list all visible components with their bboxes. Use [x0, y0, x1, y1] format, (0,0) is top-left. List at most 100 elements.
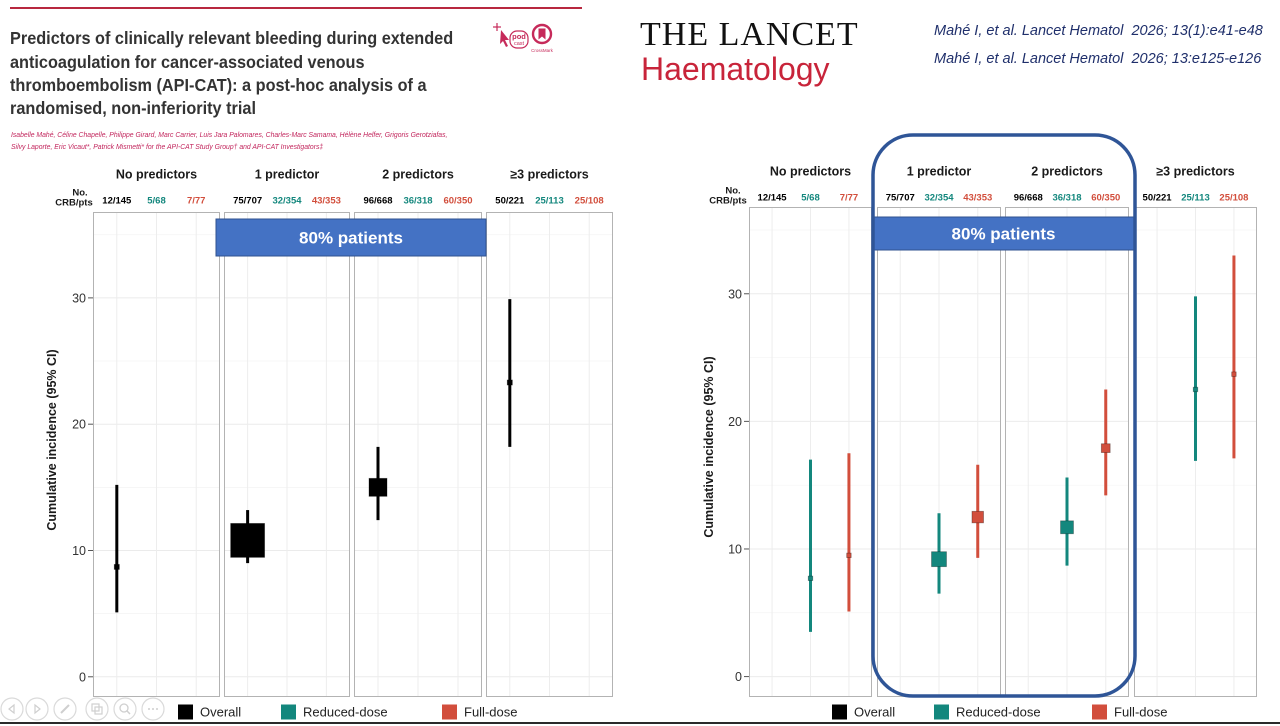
dose-incidence-chart: No predictors 12/145 5/68 7/77 1 predictor 75… [702, 133, 1257, 720]
point-estimate [1100, 443, 1111, 453]
previous-slide-button[interactable] [0, 697, 24, 721]
legend-item: Reduced-dose [934, 704, 1041, 720]
legend-label: Full-dose [1114, 705, 1167, 720]
panel-label: No predictors [116, 168, 197, 182]
zoom-button[interactable] [113, 697, 137, 721]
title-line: thromboembolism (API-CAT): a post-hoc an… [10, 75, 427, 95]
legend-swatch [178, 704, 193, 720]
count-label: 75/707 [886, 193, 915, 204]
panel-label: 2 predictors [382, 168, 454, 182]
legend-item: Overall [832, 704, 895, 720]
author-line: Silvy Laporte, Eric Vicaut*, Patrick Mis… [11, 142, 324, 151]
count-label: 50/221 [495, 196, 525, 207]
journal-name: THE LANCET [640, 16, 859, 53]
title-line: Predictors of clinically relevant bleedi… [10, 28, 454, 48]
y-tick-label: 20 [72, 418, 86, 432]
point-estimate [1192, 386, 1199, 393]
legend-item: Full-dose [1092, 704, 1167, 720]
annotation-box [215, 218, 487, 257]
legend-item: Reduced-dose [281, 704, 388, 720]
point-estimate [1060, 520, 1074, 535]
y-axis-title: Cumulative incidence (95% CI) [45, 349, 59, 530]
count-label: 60/350 [443, 196, 472, 207]
podcast-icon: pod cast [509, 30, 529, 49]
overall-incidence-chart: No predictors 12/145 5/68 7/77 1 predictor 75… [45, 168, 613, 720]
point-estimate [846, 552, 852, 559]
point-estimate [113, 563, 120, 570]
panel-label: 1 predictor [255, 168, 320, 182]
annotation-label: 80% patients [952, 225, 1056, 244]
count-label: 5/68 [801, 193, 820, 204]
count-row-label: CRB/pts [55, 198, 92, 209]
legend-label: Overall [854, 705, 895, 720]
series-reduced-dose [807, 296, 1199, 632]
count-label: 96/668 [1014, 193, 1043, 204]
panel-label: No predictors [770, 165, 851, 179]
crossmark-label: CrossMark [531, 48, 554, 53]
citation-line: Mahé I, et al. Lancet Hematol 2026; 13:e… [934, 51, 1262, 67]
bottom-border [0, 722, 1280, 724]
legend-label: Reduced-dose [956, 705, 1041, 720]
count-label: 25/108 [575, 196, 604, 207]
facet-panel [486, 212, 613, 697]
count-row-label: CRB/pts [709, 196, 746, 207]
next-icon [25, 697, 49, 721]
highlight-outline [871, 133, 1137, 698]
sparkle-icon [493, 23, 501, 31]
legend-swatch [832, 704, 847, 720]
count-label: 7/77 [840, 193, 859, 204]
y-axis-title: Cumulative incidence (95% CI) [702, 356, 716, 537]
series-full-dose [846, 255, 1237, 612]
annotation-label: 80% patients [299, 229, 403, 248]
count-label: 96/668 [363, 196, 392, 207]
more-options-button[interactable] [141, 697, 165, 721]
count-label: 36/318 [1052, 193, 1081, 204]
title-line: anticoagulation for cancer-associated ve… [10, 52, 365, 72]
legend-label: Full-dose [464, 705, 517, 720]
facet-panel [93, 212, 220, 697]
count-label: 7/77 [187, 196, 206, 207]
panel-label: 2 predictors [1031, 165, 1103, 179]
y-tick-label: 0 [79, 670, 86, 684]
count-row-label: No. [725, 186, 740, 197]
more-icon [141, 697, 165, 721]
count-label: 25/113 [535, 196, 564, 207]
legend-item: Full-dose [442, 704, 517, 720]
podcast-label: pod [512, 32, 526, 41]
crossmark-icon: CrossMark [531, 23, 554, 53]
panel-border [93, 212, 220, 697]
count-label: 36/318 [403, 196, 432, 207]
facet-panel [224, 212, 350, 697]
slides-icon [85, 697, 109, 721]
series-overall [113, 299, 513, 613]
panel-label: ≥3 predictors [510, 168, 588, 182]
panel-label: 1 predictor [907, 165, 972, 179]
legend-label: Overall [200, 705, 241, 720]
count-label: 12/145 [102, 196, 132, 207]
count-label: 32/354 [272, 196, 302, 207]
count-label: 43/353 [963, 193, 992, 204]
next-slide-button[interactable] [25, 697, 49, 721]
count-label: 25/108 [1219, 193, 1248, 204]
legend-label: Reduced-dose [303, 705, 388, 720]
y-tick-label: 10 [72, 544, 86, 558]
legend-swatch [1092, 704, 1107, 720]
count-label: 32/354 [924, 193, 954, 204]
header-rule [10, 7, 582, 9]
pen-button[interactable] [53, 697, 77, 721]
count-label: 50/221 [1143, 193, 1173, 204]
y-tick-label: 20 [728, 415, 742, 429]
podcast-label: cast [514, 41, 525, 47]
count-label: 12/145 [758, 193, 788, 204]
point-estimate [1231, 371, 1237, 377]
count-label: 75/707 [233, 196, 262, 207]
legend-item: Overall [178, 704, 241, 720]
count-label: 5/68 [147, 196, 166, 207]
previous-icon [0, 697, 24, 721]
count-row-label: No. [72, 188, 87, 199]
point-estimate [971, 510, 984, 524]
point-estimate [368, 477, 388, 497]
slides-button[interactable] [85, 697, 109, 721]
legend-swatch [934, 704, 949, 720]
journal-subtitle: Haematology [641, 51, 830, 87]
